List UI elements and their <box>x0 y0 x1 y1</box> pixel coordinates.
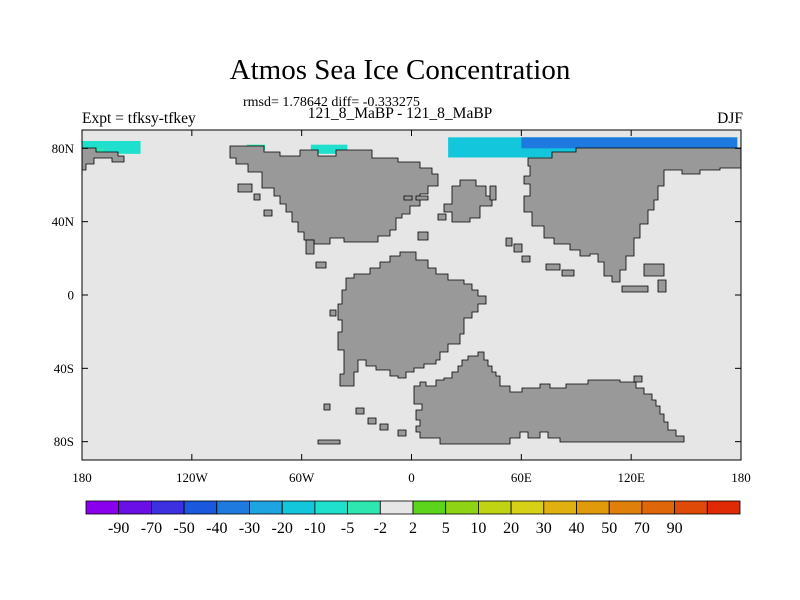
x-tick-label-3: 0 <box>408 470 415 485</box>
island-6 <box>489 185 497 201</box>
north-america <box>229 145 439 245</box>
colorbar-label-16: 70 <box>634 520 650 537</box>
colorbar-swatch-1 <box>118 500 152 515</box>
colorbar-swatch-11 <box>445 500 479 515</box>
island-22 <box>355 407 365 415</box>
island-18 <box>305 239 315 255</box>
ice-anomaly-cell-5 <box>521 137 738 149</box>
island-8 <box>253 193 261 201</box>
colorbar-swatch-7 <box>314 500 348 515</box>
island-21 <box>323 403 331 411</box>
island-27 <box>633 375 643 383</box>
colorbar-swatch-14 <box>543 500 577 515</box>
x-tick-label-2: 60W <box>289 470 315 485</box>
island-12 <box>521 255 531 263</box>
colorbar-label-8: -2 <box>374 520 387 537</box>
colorbar-label-2: -50 <box>173 520 194 537</box>
colorbar-label-3: -40 <box>206 520 227 537</box>
colorbar-swatch-2 <box>150 500 185 515</box>
x-tick-label-5: 120E <box>617 470 645 485</box>
island-16 <box>643 263 665 277</box>
colorbar-label-9: 2 <box>409 520 417 537</box>
x-tick-label-1: 120W <box>176 470 209 485</box>
island-24 <box>379 423 389 431</box>
colorbar-label-11: 10 <box>470 520 486 537</box>
island-3 <box>415 195 429 201</box>
y-tick-label-3: 40S <box>54 361 74 376</box>
colorbar-label-0: -90 <box>108 520 129 537</box>
island-7 <box>237 183 253 193</box>
island-26 <box>317 439 341 445</box>
colorbar-label-15: 50 <box>601 520 617 537</box>
island-1 <box>82 147 125 171</box>
colorbar-label-5: -20 <box>272 520 293 537</box>
colorbar-label-7: -5 <box>341 520 354 537</box>
colorbar-swatch-19 <box>706 500 741 515</box>
island-11 <box>513 243 523 253</box>
season-label: DJF <box>717 110 743 127</box>
island-17 <box>657 279 667 293</box>
ice-anomaly-cell-3 <box>310 144 348 154</box>
island-9 <box>263 209 273 217</box>
colorbar-swatch-17 <box>641 500 676 515</box>
x-tick-label-0: 180 <box>72 470 92 485</box>
colorbar: -90 -70 -50 -40 -30 -20 -10 -5 -2 2 5 10 20 30 40 50 70 9… <box>85 500 741 537</box>
island-14 <box>561 269 575 277</box>
colorbar-label-6: -10 <box>304 520 325 537</box>
colorbar-swatch-10 <box>412 500 447 515</box>
south-america <box>337 251 487 387</box>
x-tick-label-4: 60E <box>511 470 532 485</box>
colorbar-label-10: 5 <box>442 520 450 537</box>
axes: 180 120W 60W 0 60E 120E 180 80N 40N 0 40S 80S <box>52 130 751 485</box>
island-19 <box>315 261 327 269</box>
island-4 <box>437 213 447 221</box>
island-15 <box>621 285 649 293</box>
colorbar-label-4: -30 <box>239 520 260 537</box>
island-23 <box>367 417 377 425</box>
colorbar-swatch-12 <box>477 500 512 515</box>
land-masses <box>82 145 741 445</box>
colorbar-swatch-6 <box>281 500 316 515</box>
island-20 <box>329 309 337 317</box>
greenland-landmass <box>443 179 493 223</box>
experiment-label: Expt = tfksy-tfkey <box>82 110 196 127</box>
island-2 <box>403 195 413 201</box>
colorbar-label-17: 90 <box>667 520 683 537</box>
chart-title: Atmos Sea Ice Concentration <box>229 54 571 86</box>
island-10 <box>505 237 513 247</box>
ice-anomaly-cell-0 <box>82 141 141 154</box>
colorbar-swatch-9 <box>379 500 414 515</box>
colorbar-swatch-18 <box>674 500 708 515</box>
island-5 <box>417 231 429 241</box>
colorbar-swatch-8 <box>347 500 381 515</box>
colorbar-swatch-0 <box>85 500 120 515</box>
island-25 <box>397 429 407 437</box>
y-tick-label-0: 80N <box>52 141 75 156</box>
colorbar-swatch-15 <box>576 500 610 515</box>
colorbar-label-12: 20 <box>503 520 519 537</box>
eurasia <box>523 147 741 283</box>
y-tick-label-1: 40N <box>52 214 75 229</box>
colorbar-label-13: 30 <box>536 520 552 537</box>
colorbar-label-1: -70 <box>141 520 162 537</box>
rmsd-diff-text: rmsd= 1.78642 diff= -0.333275 <box>243 95 420 110</box>
colorbar-swatch-3 <box>183 500 218 515</box>
colorbar-swatch-5 <box>249 500 283 515</box>
colorbar-swatch-16 <box>608 500 643 515</box>
island-13 <box>545 263 561 271</box>
y-tick-label-2: 0 <box>68 288 75 303</box>
colorbar-swatch-4 <box>216 500 250 515</box>
x-tick-label-6: 180 <box>731 470 751 485</box>
comparison-label: 121_8_MaBP - 121_8_MaBP <box>307 105 493 122</box>
y-tick-label-4: 80S <box>54 434 74 449</box>
colorbar-swatch-13 <box>510 500 545 515</box>
colorbar-label-14: 40 <box>569 520 585 537</box>
